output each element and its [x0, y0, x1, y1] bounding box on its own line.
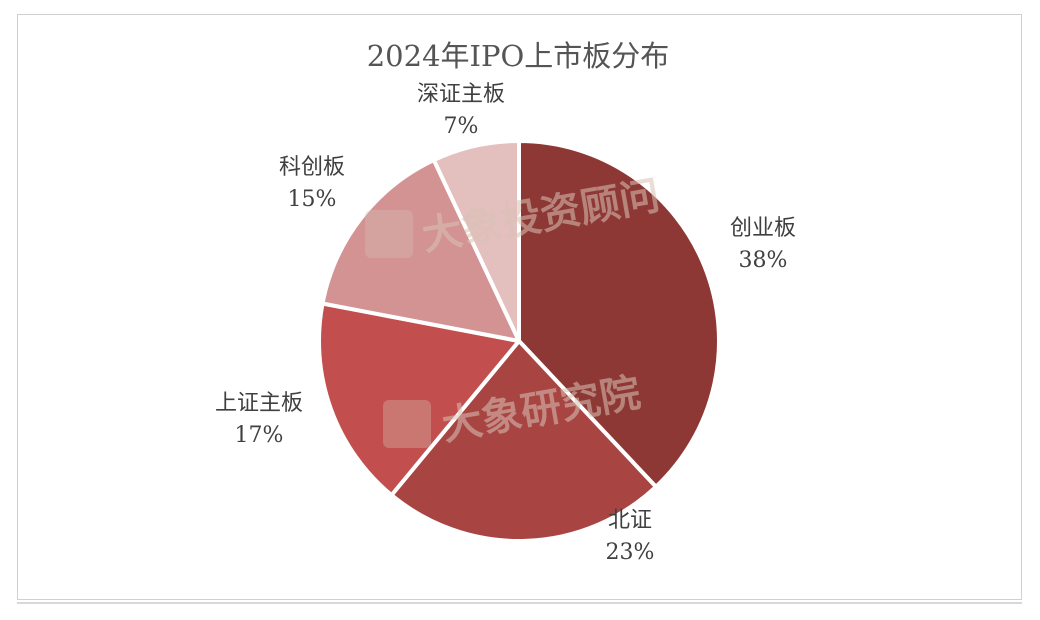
pie-slice-4 — [320, 158, 521, 343]
slice-value-2: 23% — [606, 540, 655, 565]
slice-name-3: 上证主板 — [215, 391, 303, 416]
axis-rule — [17, 602, 1022, 604]
pie-slices — [317, 139, 721, 543]
slice-name-2: 北证 — [608, 508, 652, 533]
slice-value-3: 17% — [235, 423, 284, 448]
slice-value-4: 15% — [288, 187, 337, 212]
slice-value-5: 7% — [444, 114, 479, 139]
pie-slice-1 — [517, 139, 721, 489]
slice-name-5: 深证主板 — [417, 82, 505, 107]
pie-slice-5 — [431, 139, 521, 343]
chart-title: 2024年IPO上市板分布 — [367, 39, 670, 73]
slice-name-4: 科创板 — [279, 155, 345, 180]
pie-slice-2 — [389, 339, 658, 543]
pie-slice-3 — [317, 301, 521, 498]
pie-labels: 创业板 38% 北证 23% 上证主板 17% 科创板 15% 深证主板 7% — [215, 82, 796, 565]
slice-value-1: 38% — [739, 248, 788, 273]
watermark-logo-2 — [383, 400, 431, 448]
watermark-logo-1 — [365, 210, 413, 258]
slice-name-1: 创业板 — [730, 216, 796, 241]
